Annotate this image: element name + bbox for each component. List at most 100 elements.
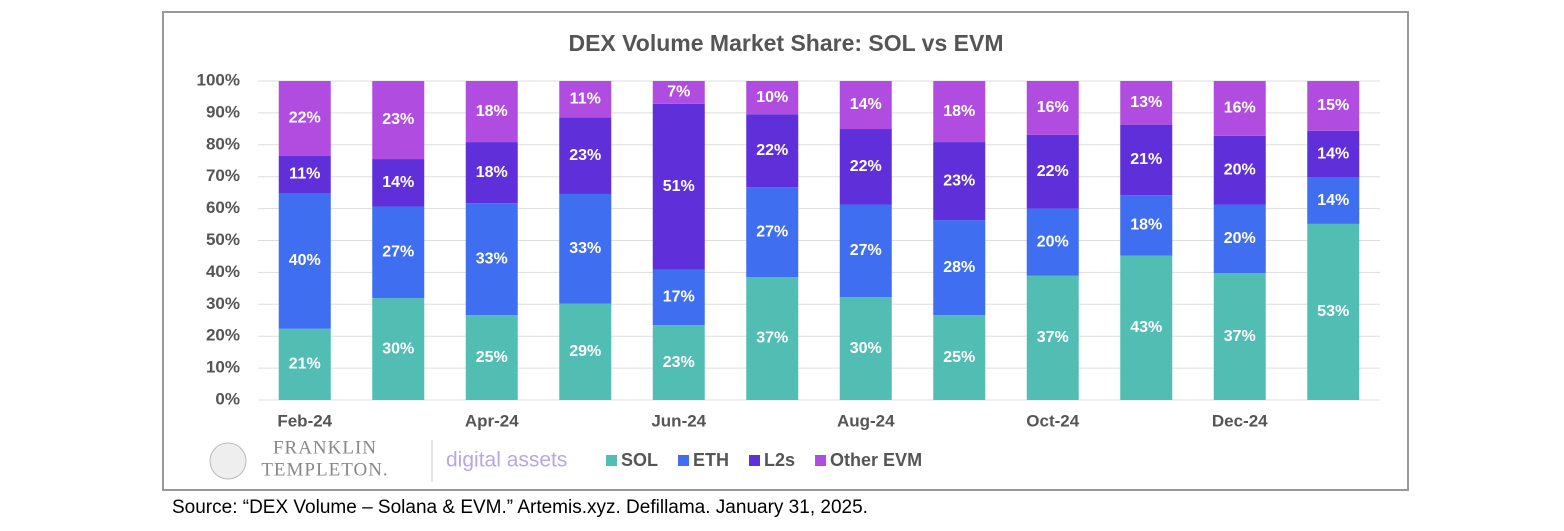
y-tick-label: 70% bbox=[206, 166, 240, 185]
y-tick-label: 50% bbox=[206, 230, 240, 249]
bar-segment bbox=[652, 269, 705, 326]
data-label: 18% bbox=[476, 164, 508, 181]
bar-segment bbox=[278, 192, 331, 329]
logo-text: FRANKLIN bbox=[273, 437, 377, 458]
x-tick-label: Apr-24 bbox=[465, 411, 519, 430]
bar-segment bbox=[1307, 81, 1360, 131]
data-label: 37% bbox=[756, 330, 788, 347]
bar-segment bbox=[1307, 223, 1360, 400]
bar-segment bbox=[839, 81, 892, 130]
data-label: 33% bbox=[476, 250, 508, 267]
bar-segment bbox=[1213, 273, 1266, 400]
bar-segment bbox=[278, 155, 331, 193]
bar-segment bbox=[652, 103, 705, 270]
data-label: 21% bbox=[289, 356, 321, 373]
data-label: 11% bbox=[289, 166, 320, 183]
data-label: 20% bbox=[1037, 233, 1069, 250]
data-label: 16% bbox=[1224, 100, 1256, 117]
y-tick-label: 90% bbox=[206, 102, 240, 121]
logo-icon bbox=[209, 442, 247, 480]
legend-label: Other EVM bbox=[830, 450, 922, 470]
y-tick-label: 60% bbox=[206, 198, 240, 217]
data-label: 17% bbox=[663, 289, 695, 306]
bar-segment bbox=[1120, 81, 1173, 125]
bar-segment bbox=[1307, 130, 1360, 178]
bar-segment bbox=[372, 298, 425, 400]
data-label: 37% bbox=[1037, 329, 1069, 346]
bar-segment bbox=[839, 297, 892, 400]
data-label: 37% bbox=[1224, 328, 1256, 345]
bar-segment bbox=[372, 206, 425, 299]
data-label: 23% bbox=[382, 111, 414, 128]
y-tick-label: 20% bbox=[206, 326, 240, 345]
bar-segment bbox=[1307, 177, 1360, 224]
bar-segment bbox=[1213, 135, 1266, 205]
data-label: 30% bbox=[382, 340, 414, 357]
logo-text: TEMPLETON. bbox=[261, 459, 388, 480]
data-label: 53% bbox=[1317, 303, 1349, 320]
legend-label: ETH bbox=[693, 450, 729, 470]
bar-segment bbox=[1026, 134, 1079, 209]
source-note: Source: “DEX Volume – Solana & EVM.” Art… bbox=[172, 497, 868, 518]
bar-segment bbox=[1026, 208, 1079, 276]
x-tick-label: Aug-24 bbox=[837, 411, 895, 430]
bar-segment bbox=[746, 114, 799, 188]
data-label: 25% bbox=[476, 349, 508, 366]
x-tick-label: Jun-24 bbox=[651, 411, 706, 430]
data-label: 18% bbox=[943, 103, 975, 120]
bar-segment bbox=[1120, 255, 1173, 400]
legend-swatch bbox=[749, 455, 761, 466]
bar-segment bbox=[933, 315, 986, 400]
data-label: 7% bbox=[667, 84, 690, 101]
data-label: 14% bbox=[1317, 145, 1349, 162]
y-tick-label: 0% bbox=[215, 389, 240, 408]
bar-segment bbox=[372, 159, 425, 207]
data-label: 20% bbox=[1224, 230, 1256, 247]
y-tick-label: 100% bbox=[197, 70, 240, 89]
bar-segment bbox=[839, 129, 892, 205]
data-label: 14% bbox=[850, 96, 882, 113]
data-label: 25% bbox=[943, 349, 975, 366]
data-label: 40% bbox=[289, 252, 321, 269]
bar-segment bbox=[559, 81, 612, 118]
x-tick-label: Feb-24 bbox=[277, 411, 332, 430]
y-tick-label: 80% bbox=[206, 134, 240, 153]
legend-swatch bbox=[678, 455, 690, 466]
bar-segment bbox=[652, 325, 705, 400]
bar-segment bbox=[559, 193, 612, 304]
bar-segment bbox=[465, 142, 518, 204]
data-label: 22% bbox=[1037, 163, 1069, 180]
data-label: 13% bbox=[1130, 94, 1162, 111]
bar-segment bbox=[933, 220, 986, 316]
data-label: 16% bbox=[1037, 99, 1069, 116]
data-label: 28% bbox=[943, 259, 975, 276]
bar-segment bbox=[839, 204, 892, 298]
data-label: 22% bbox=[756, 142, 788, 159]
x-tick-label: Dec-24 bbox=[1212, 411, 1268, 430]
data-label: 30% bbox=[850, 340, 882, 357]
data-label: 15% bbox=[1317, 97, 1349, 114]
data-label: 27% bbox=[850, 242, 882, 259]
bar-segment bbox=[652, 81, 705, 104]
legend-swatch bbox=[606, 455, 617, 466]
data-label: 27% bbox=[382, 244, 414, 261]
data-label: 27% bbox=[756, 223, 788, 240]
bar-segment bbox=[1026, 81, 1079, 135]
data-label: 29% bbox=[569, 343, 601, 360]
data-label: 43% bbox=[1130, 319, 1162, 336]
data-label: 10% bbox=[756, 89, 788, 106]
bar-segment bbox=[933, 81, 986, 143]
legend-swatch bbox=[815, 455, 827, 466]
bar-segment bbox=[746, 277, 799, 400]
bar-segment bbox=[278, 328, 331, 400]
bar-segment bbox=[372, 81, 425, 160]
logo-unit: digital assets bbox=[446, 449, 567, 472]
data-label: 23% bbox=[663, 354, 695, 371]
y-tick-label: 10% bbox=[206, 358, 240, 377]
bar-segment bbox=[746, 187, 799, 278]
data-label: 14% bbox=[1317, 192, 1349, 209]
data-label: 20% bbox=[1224, 161, 1256, 178]
bar-segment bbox=[278, 81, 331, 156]
bar-segment bbox=[465, 315, 518, 400]
